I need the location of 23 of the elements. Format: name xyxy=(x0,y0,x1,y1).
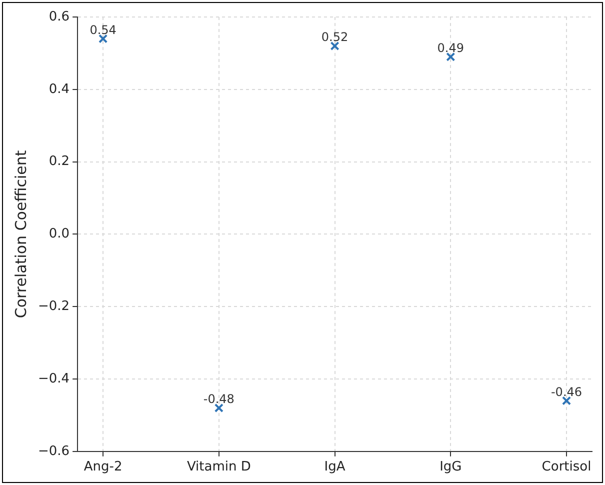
point xyxy=(446,52,456,62)
data-label: -0.48 xyxy=(203,392,234,406)
x-tick-label: Cortisol xyxy=(542,460,592,475)
y-tick-label: 0.4 xyxy=(48,82,70,97)
data-label: 0.52 xyxy=(321,30,348,44)
x-tick-label: IgG xyxy=(440,460,462,475)
x-tick-label: Vitamin D xyxy=(186,460,251,475)
y-tick-label: −0.6 xyxy=(38,444,70,459)
y-axis-title: Correlation Coefficient xyxy=(12,150,30,318)
y-tick-label: −0.4 xyxy=(38,371,70,386)
point xyxy=(562,396,572,406)
point xyxy=(330,41,340,50)
data-label: 0.49 xyxy=(437,40,464,55)
x-tick-label: IgA xyxy=(324,460,346,475)
point xyxy=(214,403,224,412)
x-tick-label: Ang-2 xyxy=(84,460,122,475)
data-label: -0.46 xyxy=(550,384,582,399)
data-label: 0.54 xyxy=(90,22,116,37)
y-tick-label: 0.0 xyxy=(48,226,70,242)
y-tick-label: −0.2 xyxy=(38,298,70,314)
y-tick-label: 0.6 xyxy=(48,9,70,24)
point xyxy=(98,34,108,44)
y-tick-label: 0.2 xyxy=(48,154,70,170)
